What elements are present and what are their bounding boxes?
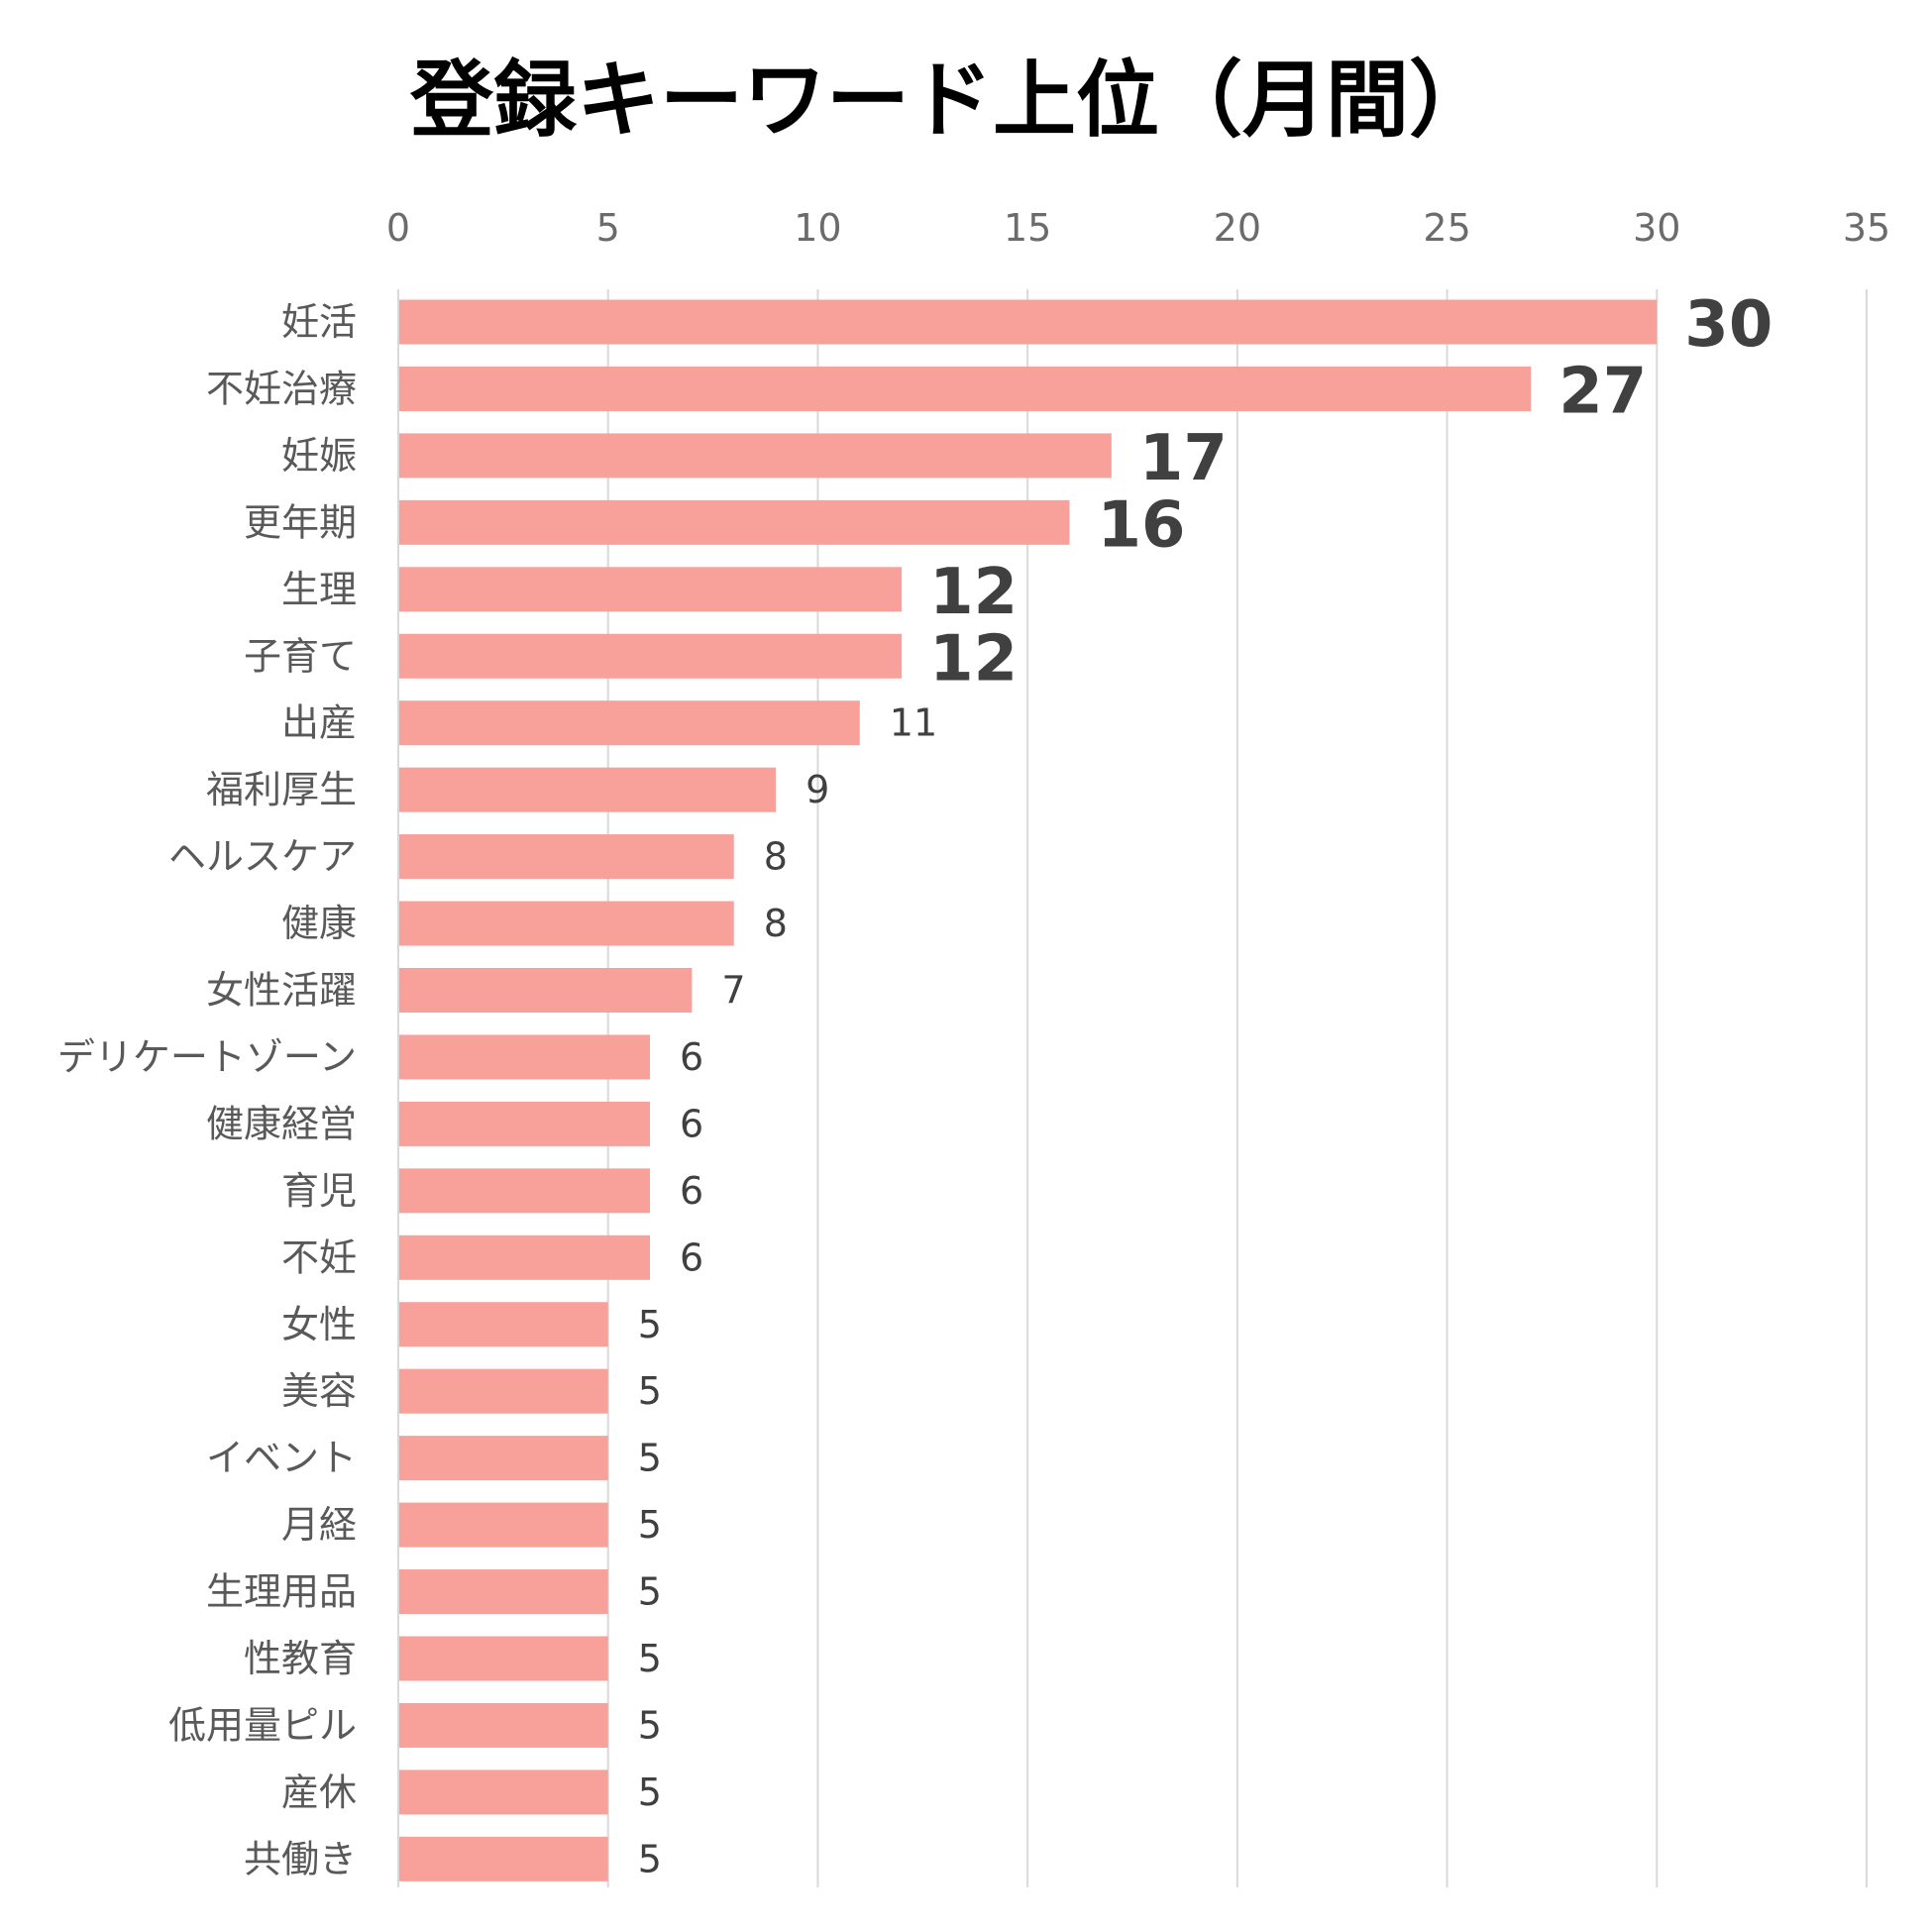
bar [399, 1436, 608, 1481]
bar [399, 1234, 651, 1280]
bar [399, 834, 734, 880]
bar [399, 1168, 651, 1214]
bar [399, 1034, 651, 1080]
chart-title: 登録キーワード上位（月間） [409, 52, 1492, 149]
category-label: 健康 [281, 902, 357, 945]
category-label: 子育て [244, 634, 357, 678]
category-label: 妊娠 [281, 434, 357, 478]
bars [399, 299, 1658, 1881]
bar [399, 499, 1070, 545]
x-tick-label: 5 [596, 206, 620, 250]
bar [399, 968, 693, 1013]
x-tick-label: 10 [794, 206, 841, 250]
x-tick-label: 30 [1633, 206, 1680, 250]
bar [399, 1702, 608, 1748]
data-label: 5 [638, 1837, 662, 1880]
data-label: 27 [1558, 355, 1647, 428]
bar [399, 767, 777, 812]
x-tick-label: 35 [1843, 206, 1890, 250]
data-label: 11 [890, 701, 937, 745]
category-label: イベント [206, 1437, 357, 1480]
x-tick-label: 20 [1214, 206, 1261, 250]
bar [399, 1101, 651, 1146]
data-label: 5 [638, 1771, 662, 1814]
data-label: 8 [764, 902, 788, 945]
data-label: 16 [1097, 488, 1185, 562]
data-label: 5 [638, 1703, 662, 1747]
bar [399, 1636, 608, 1681]
bar [399, 901, 734, 946]
gridlines [606, 289, 1868, 1887]
category-label: 不妊 [281, 1235, 357, 1279]
category-labels: 妊活不妊治療妊娠更年期生理子育て出産福利厚生ヘルスケア健康女性活躍デリケートゾー… [57, 300, 357, 1880]
category-label: 健康経営 [206, 1102, 357, 1145]
data-label: 5 [638, 1303, 662, 1346]
category-label: 産休 [281, 1771, 357, 1814]
data-label: 9 [805, 768, 829, 811]
category-label: 共働き [244, 1837, 357, 1880]
category-label: 美容 [281, 1369, 357, 1413]
x-tick-label: 15 [1004, 206, 1051, 250]
data-label: 5 [638, 1503, 662, 1547]
data-label: 17 [1139, 422, 1228, 495]
category-label: 不妊治療 [206, 367, 357, 410]
data-label: 5 [638, 1570, 662, 1614]
data-label: 12 [929, 556, 1018, 629]
data-label: 12 [929, 622, 1018, 696]
bar [399, 1302, 608, 1347]
x-tick-label: 25 [1423, 206, 1470, 250]
category-label: ヘルスケア [168, 835, 357, 879]
bar [399, 299, 1658, 345]
data-label: 6 [680, 1102, 703, 1145]
bar [399, 1569, 608, 1615]
category-label: 女性活躍 [206, 969, 357, 1013]
category-label: 生理 [281, 568, 357, 611]
x-axis-tick-labels: 0 5 10 15 20 25 30 35 [386, 206, 1890, 250]
category-label: 妊活 [281, 300, 357, 344]
data-label: 7 [721, 969, 745, 1013]
category-label: 生理用品 [206, 1570, 357, 1614]
bar [399, 433, 1112, 479]
data-label: 6 [680, 1235, 703, 1279]
data-label: 30 [1684, 288, 1772, 362]
x-tick-label: 0 [386, 206, 410, 250]
bar [399, 1836, 608, 1881]
category-label: 月経 [281, 1503, 357, 1547]
category-label: 更年期 [244, 500, 357, 544]
bar [399, 1368, 608, 1414]
category-label: 女性 [281, 1303, 357, 1346]
category-label: 低用量ピル [168, 1703, 357, 1747]
bar [399, 633, 903, 679]
category-label: 福利厚生 [206, 768, 357, 811]
bar [399, 1770, 608, 1815]
bar [399, 366, 1532, 411]
data-label: 8 [764, 835, 788, 879]
category-label: デリケートゾーン [57, 1035, 357, 1079]
bar [399, 567, 903, 612]
bar [399, 700, 860, 746]
category-label: 育児 [281, 1169, 357, 1213]
data-label: 6 [680, 1035, 703, 1079]
category-label: 出産 [281, 701, 357, 745]
data-label: 5 [638, 1369, 662, 1413]
data-label: 6 [680, 1169, 703, 1213]
category-label: 性教育 [244, 1637, 357, 1680]
data-label: 5 [638, 1637, 662, 1680]
data-label: 5 [638, 1437, 662, 1480]
bar [399, 1502, 608, 1548]
